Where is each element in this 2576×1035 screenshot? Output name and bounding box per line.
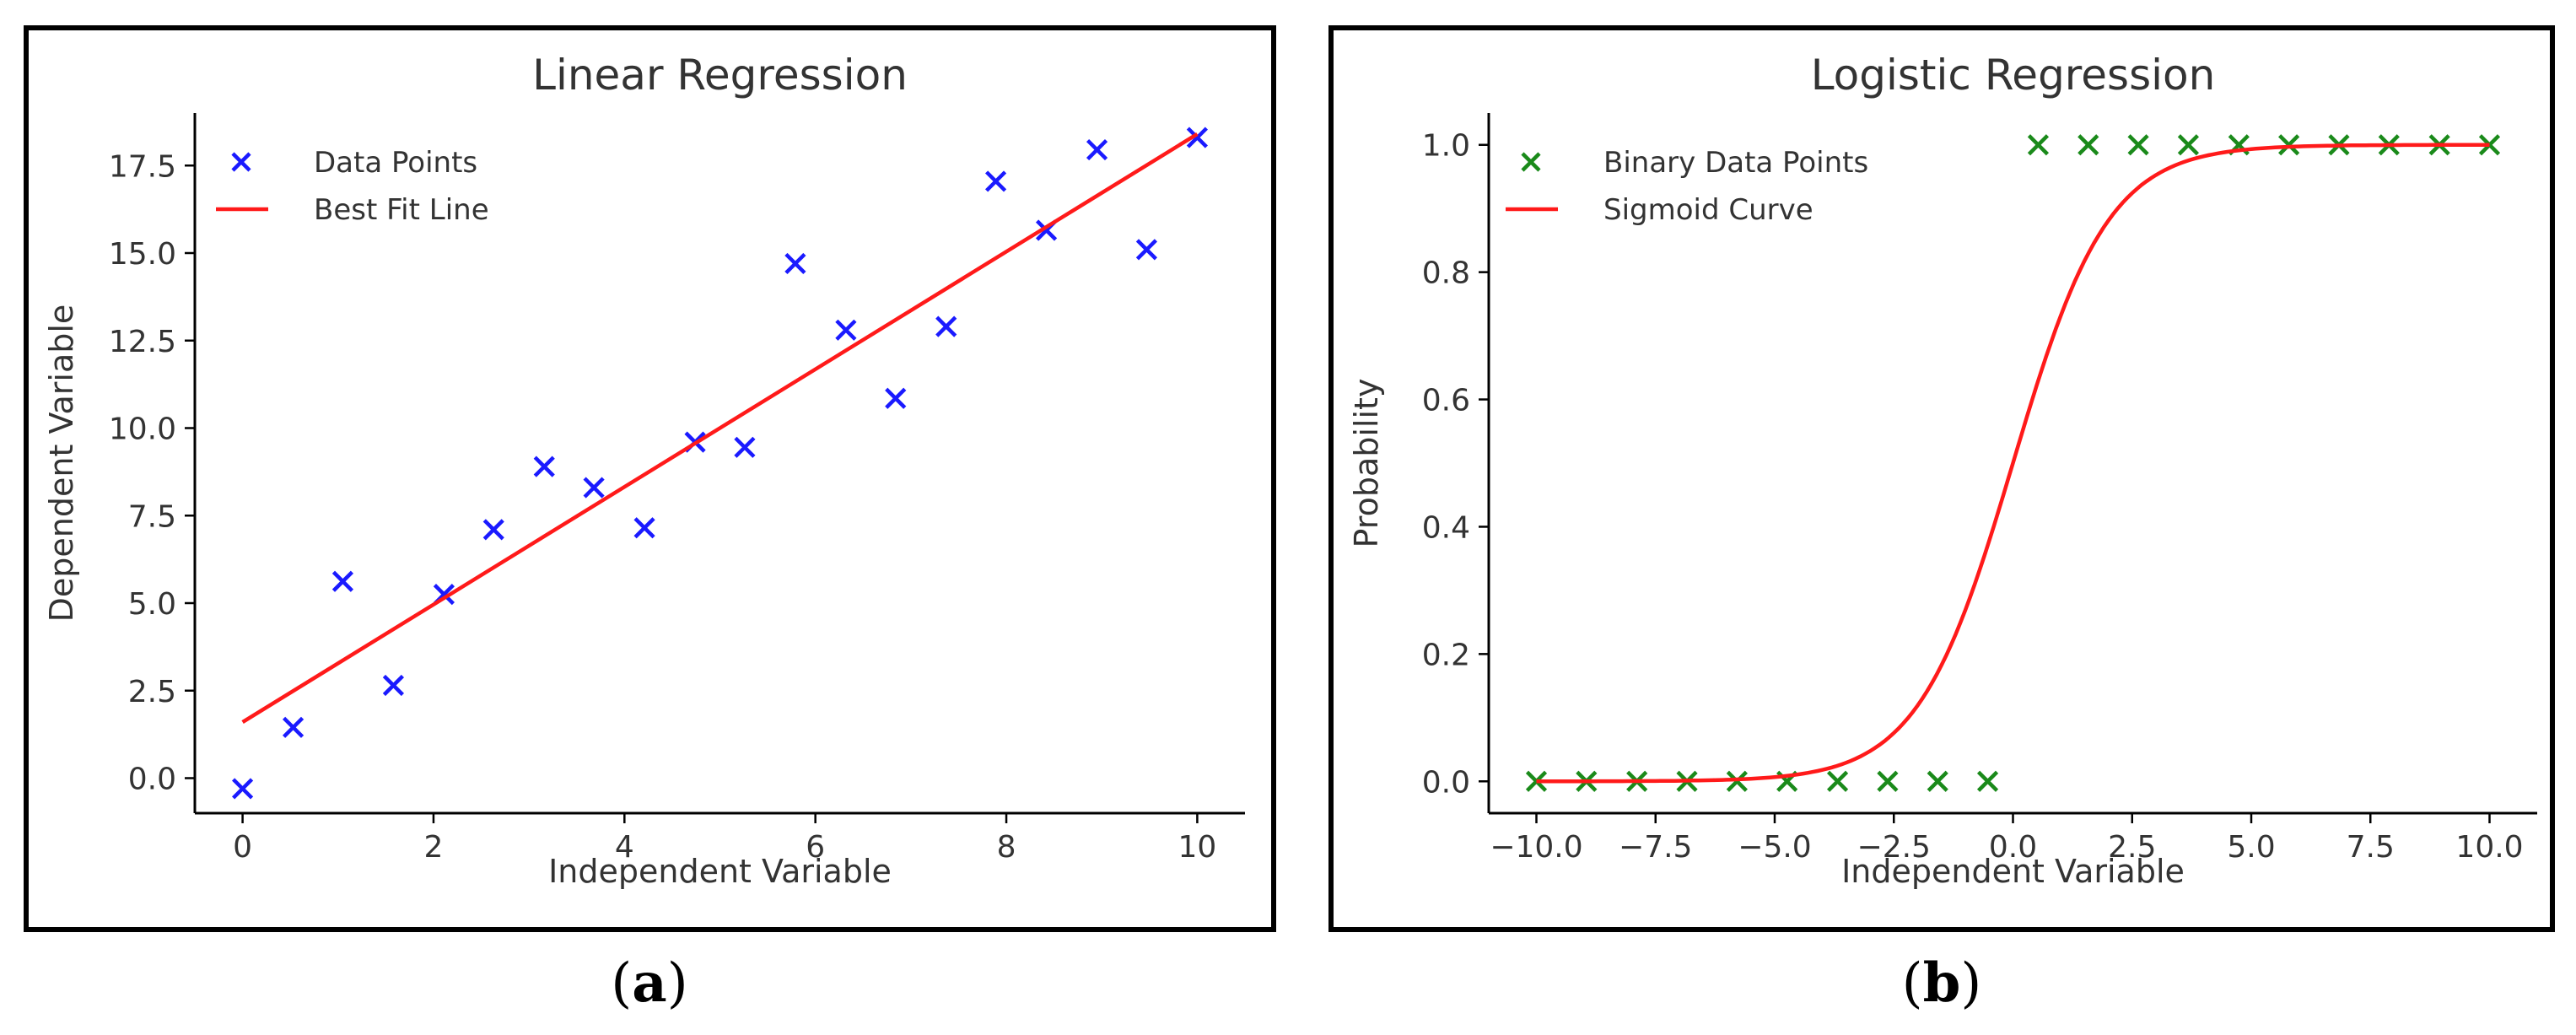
y-tick-label: 0.0 [1422, 765, 1470, 800]
y-axis-label: Dependent Variable [43, 305, 80, 623]
x-axis-label: Independent Variable [548, 853, 892, 890]
data-point [985, 170, 1007, 192]
y-tick-label: 0.6 [1422, 384, 1470, 418]
y-tick-label: 7.5 [128, 499, 176, 534]
data-point [734, 436, 756, 458]
x-tick-label: 7.5 [2347, 830, 2395, 865]
data-point [2127, 134, 2149, 156]
data-point [1927, 770, 1948, 792]
data-point [533, 456, 555, 477]
data-point [1826, 770, 1849, 792]
x-axis-label: Independent Variable [1841, 853, 2185, 890]
chart-title: Linear Regression [532, 51, 908, 100]
legend-marker-points [231, 152, 251, 172]
x-tick-label: 2.5 [2108, 830, 2156, 865]
x-tick-label: −2.5 [1857, 830, 1931, 865]
data-point [382, 674, 405, 697]
y-tick-label: 0.4 [1422, 510, 1470, 545]
data-point [583, 477, 605, 499]
sigmoid-curve [1536, 143, 2490, 784]
y-tick-label: 17.5 [109, 149, 176, 184]
data-point [2027, 134, 2050, 156]
data-point [784, 252, 806, 275]
x-tick-label: −7.5 [1619, 830, 1692, 865]
data-point [1086, 138, 1108, 161]
data-point [482, 519, 504, 541]
caption-b: (b) [1901, 951, 1982, 1015]
data-point [2278, 134, 2300, 156]
x-tick-label: 6 [806, 830, 825, 865]
data-point [835, 319, 857, 341]
caption-b-letter: b [1922, 951, 1961, 1015]
y-tick-label: 2.5 [128, 675, 176, 709]
data-point [232, 778, 254, 800]
x-tick-label: 10 [1178, 830, 1217, 865]
caption-a-letter: a [632, 951, 667, 1015]
x-tick-label: 10.0 [2455, 830, 2523, 865]
linear-regression-chart: Linear Regression 0 2 4 6 8 10 0.0 2.5 5.0 7.5 10.0… [43, 51, 1245, 890]
x-tick-label: −10.0 [1490, 830, 1582, 865]
data-point [1135, 239, 1158, 261]
panel-linear-regression: Linear Regression 0 2 4 6 8 10 0.0 2.5 5.0 7.5 10.0… [24, 25, 1276, 932]
x-tick-label: 0 [233, 830, 252, 865]
x-tick-label: 8 [997, 830, 1016, 865]
y-tick-label: 0.8 [1422, 256, 1470, 291]
x-tick-label: 0.0 [1989, 830, 2037, 865]
y-tick-label: 5.0 [128, 587, 176, 622]
legend-label: Best Fit Line [314, 193, 489, 227]
legend-label: Data Points [314, 146, 477, 180]
data-point [1877, 770, 1899, 792]
y-tick-label: 0.2 [1422, 638, 1470, 672]
data-point [885, 387, 907, 409]
panel-logistic-regression: Logistic Regression −10.0 −7.5 −5.0 −2.5 0.0 2… [1328, 25, 2555, 932]
data-point [1186, 127, 1209, 148]
x-tick-label: 5.0 [2227, 830, 2275, 865]
data-point [633, 517, 655, 539]
data-point [1976, 770, 1999, 792]
y-tick-label: 12.5 [109, 325, 176, 359]
x-tick-label: 4 [615, 830, 634, 865]
y-axis-label: Probability [1348, 379, 1385, 548]
chart-title: Logistic Regression [1811, 51, 2216, 100]
x-tick-label: 2 [424, 830, 444, 865]
y-tick-label: 1.0 [1422, 129, 1470, 164]
caption-a: (a) [611, 951, 688, 1015]
y-tick-label: 0.0 [128, 763, 176, 797]
data-point [2078, 134, 2099, 156]
y-tick-label: 10.0 [109, 412, 176, 447]
legend-marker-points [1521, 152, 1541, 172]
logistic-regression-chart: Logistic Regression −10.0 −7.5 −5.0 −2.5 0.0 2… [1348, 51, 2537, 890]
y-tick-label: 15.0 [109, 237, 176, 272]
data-point [282, 716, 304, 738]
data-point [331, 570, 354, 592]
data-point [2177, 134, 2200, 156]
best-fit-line [241, 132, 1199, 725]
x-tick-label: −5.0 [1738, 830, 1811, 865]
data-point [1726, 770, 1748, 792]
data-point [935, 315, 957, 337]
legend-label: Binary Data Points [1603, 146, 1868, 180]
legend-label: Sigmoid Curve [1603, 193, 1813, 227]
